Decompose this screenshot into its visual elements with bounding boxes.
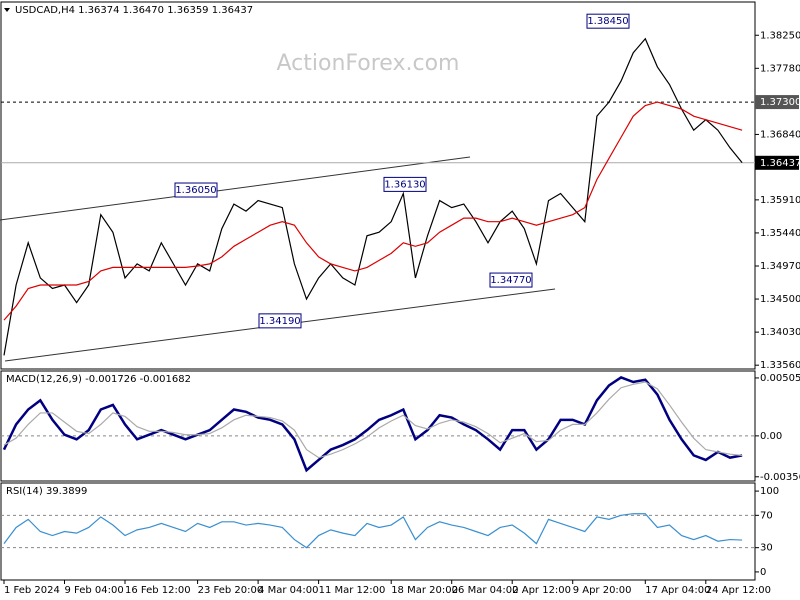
y-tick-label: 1.34970 bbox=[760, 261, 800, 272]
price-annotation-box bbox=[383, 176, 427, 192]
price-annotation-box bbox=[586, 13, 630, 29]
y-tick-label: 1.37780 bbox=[760, 63, 800, 74]
y-tick-label: 30 bbox=[760, 543, 773, 554]
series-line bbox=[3, 513, 743, 549]
price-panel bbox=[0, 1, 756, 370]
series-line bbox=[2, 376, 743, 473]
rsi-panel bbox=[0, 482, 756, 581]
y-tick-label: 1.36840 bbox=[760, 129, 800, 140]
level-box bbox=[755, 155, 799, 170]
x-tick-label: 9 Feb 04:00 bbox=[65, 585, 124, 596]
level-label: 1.37300 bbox=[760, 97, 800, 108]
x-tick-label: 4 Mar 04:00 bbox=[258, 585, 318, 596]
series-line bbox=[3, 101, 743, 321]
price-annotation-box bbox=[174, 182, 218, 198]
x-tick-label: 26 Mar 04:00 bbox=[452, 585, 519, 596]
y-tick-label: 1.34500 bbox=[760, 294, 800, 305]
y-tick-label: 100 bbox=[760, 486, 779, 497]
y-tick-label: 1.38250 bbox=[760, 30, 800, 41]
y-tick-label: 1.34030 bbox=[760, 327, 800, 338]
macd-title: MACD(12,26,9) -0.001726 -0.001682 bbox=[6, 374, 191, 385]
series-line bbox=[3, 37, 743, 356]
y-tick-label: 1.33560 bbox=[760, 360, 800, 371]
level-box bbox=[755, 95, 799, 110]
y-tick-label: 0.005054 bbox=[760, 373, 800, 384]
y-tick-label: -0.003569 bbox=[760, 472, 800, 483]
price-annotation-label: 1.34190 bbox=[259, 316, 300, 327]
x-tick-label: 24 Apr 12:00 bbox=[706, 585, 771, 596]
y-tick-label: 1.35440 bbox=[760, 228, 800, 239]
chart-title: USDCAD,H4 1.36374 1.36470 1.36359 1.3643… bbox=[15, 5, 253, 16]
y-tick-label: 70 bbox=[760, 510, 773, 521]
x-tick-label: 11 Mar 12:00 bbox=[319, 585, 386, 596]
price-annotation-label: 1.36130 bbox=[384, 179, 425, 190]
price-annotation-label: 1.34770 bbox=[490, 275, 531, 286]
y-tick-label: 0 bbox=[760, 567, 766, 578]
watermark: ActionForex.com bbox=[277, 51, 460, 76]
price-annotation-label: 1.38450 bbox=[587, 16, 628, 27]
x-tick-label: 1 Feb 2024 bbox=[4, 585, 60, 596]
x-tick-label: 9 Apr 20:00 bbox=[573, 585, 632, 596]
x-tick-label: 17 Apr 04:00 bbox=[645, 585, 710, 596]
macd-panel bbox=[0, 370, 756, 482]
level-label: 1.36437 bbox=[760, 158, 800, 169]
menu-arrow[interactable] bbox=[4, 8, 10, 12]
rsi-title: RSI(14) 39.3899 bbox=[6, 486, 87, 497]
price-annotation-label: 1.36050 bbox=[175, 185, 216, 196]
x-tick-label: 23 Feb 20:00 bbox=[198, 585, 264, 596]
x-tick-label: 2 Apr 12:00 bbox=[512, 585, 571, 596]
x-tick-label: 18 Mar 20:00 bbox=[391, 585, 458, 596]
series-line bbox=[3, 381, 743, 459]
price-annotation-box bbox=[258, 313, 302, 329]
y-tick-label: 1.35910 bbox=[760, 195, 800, 206]
y-tick-label: 0.00 bbox=[760, 431, 782, 442]
x-tick-label: 16 Feb 12:00 bbox=[125, 585, 191, 596]
channel-upper bbox=[0, 156, 471, 221]
price-annotation-box bbox=[489, 272, 533, 288]
